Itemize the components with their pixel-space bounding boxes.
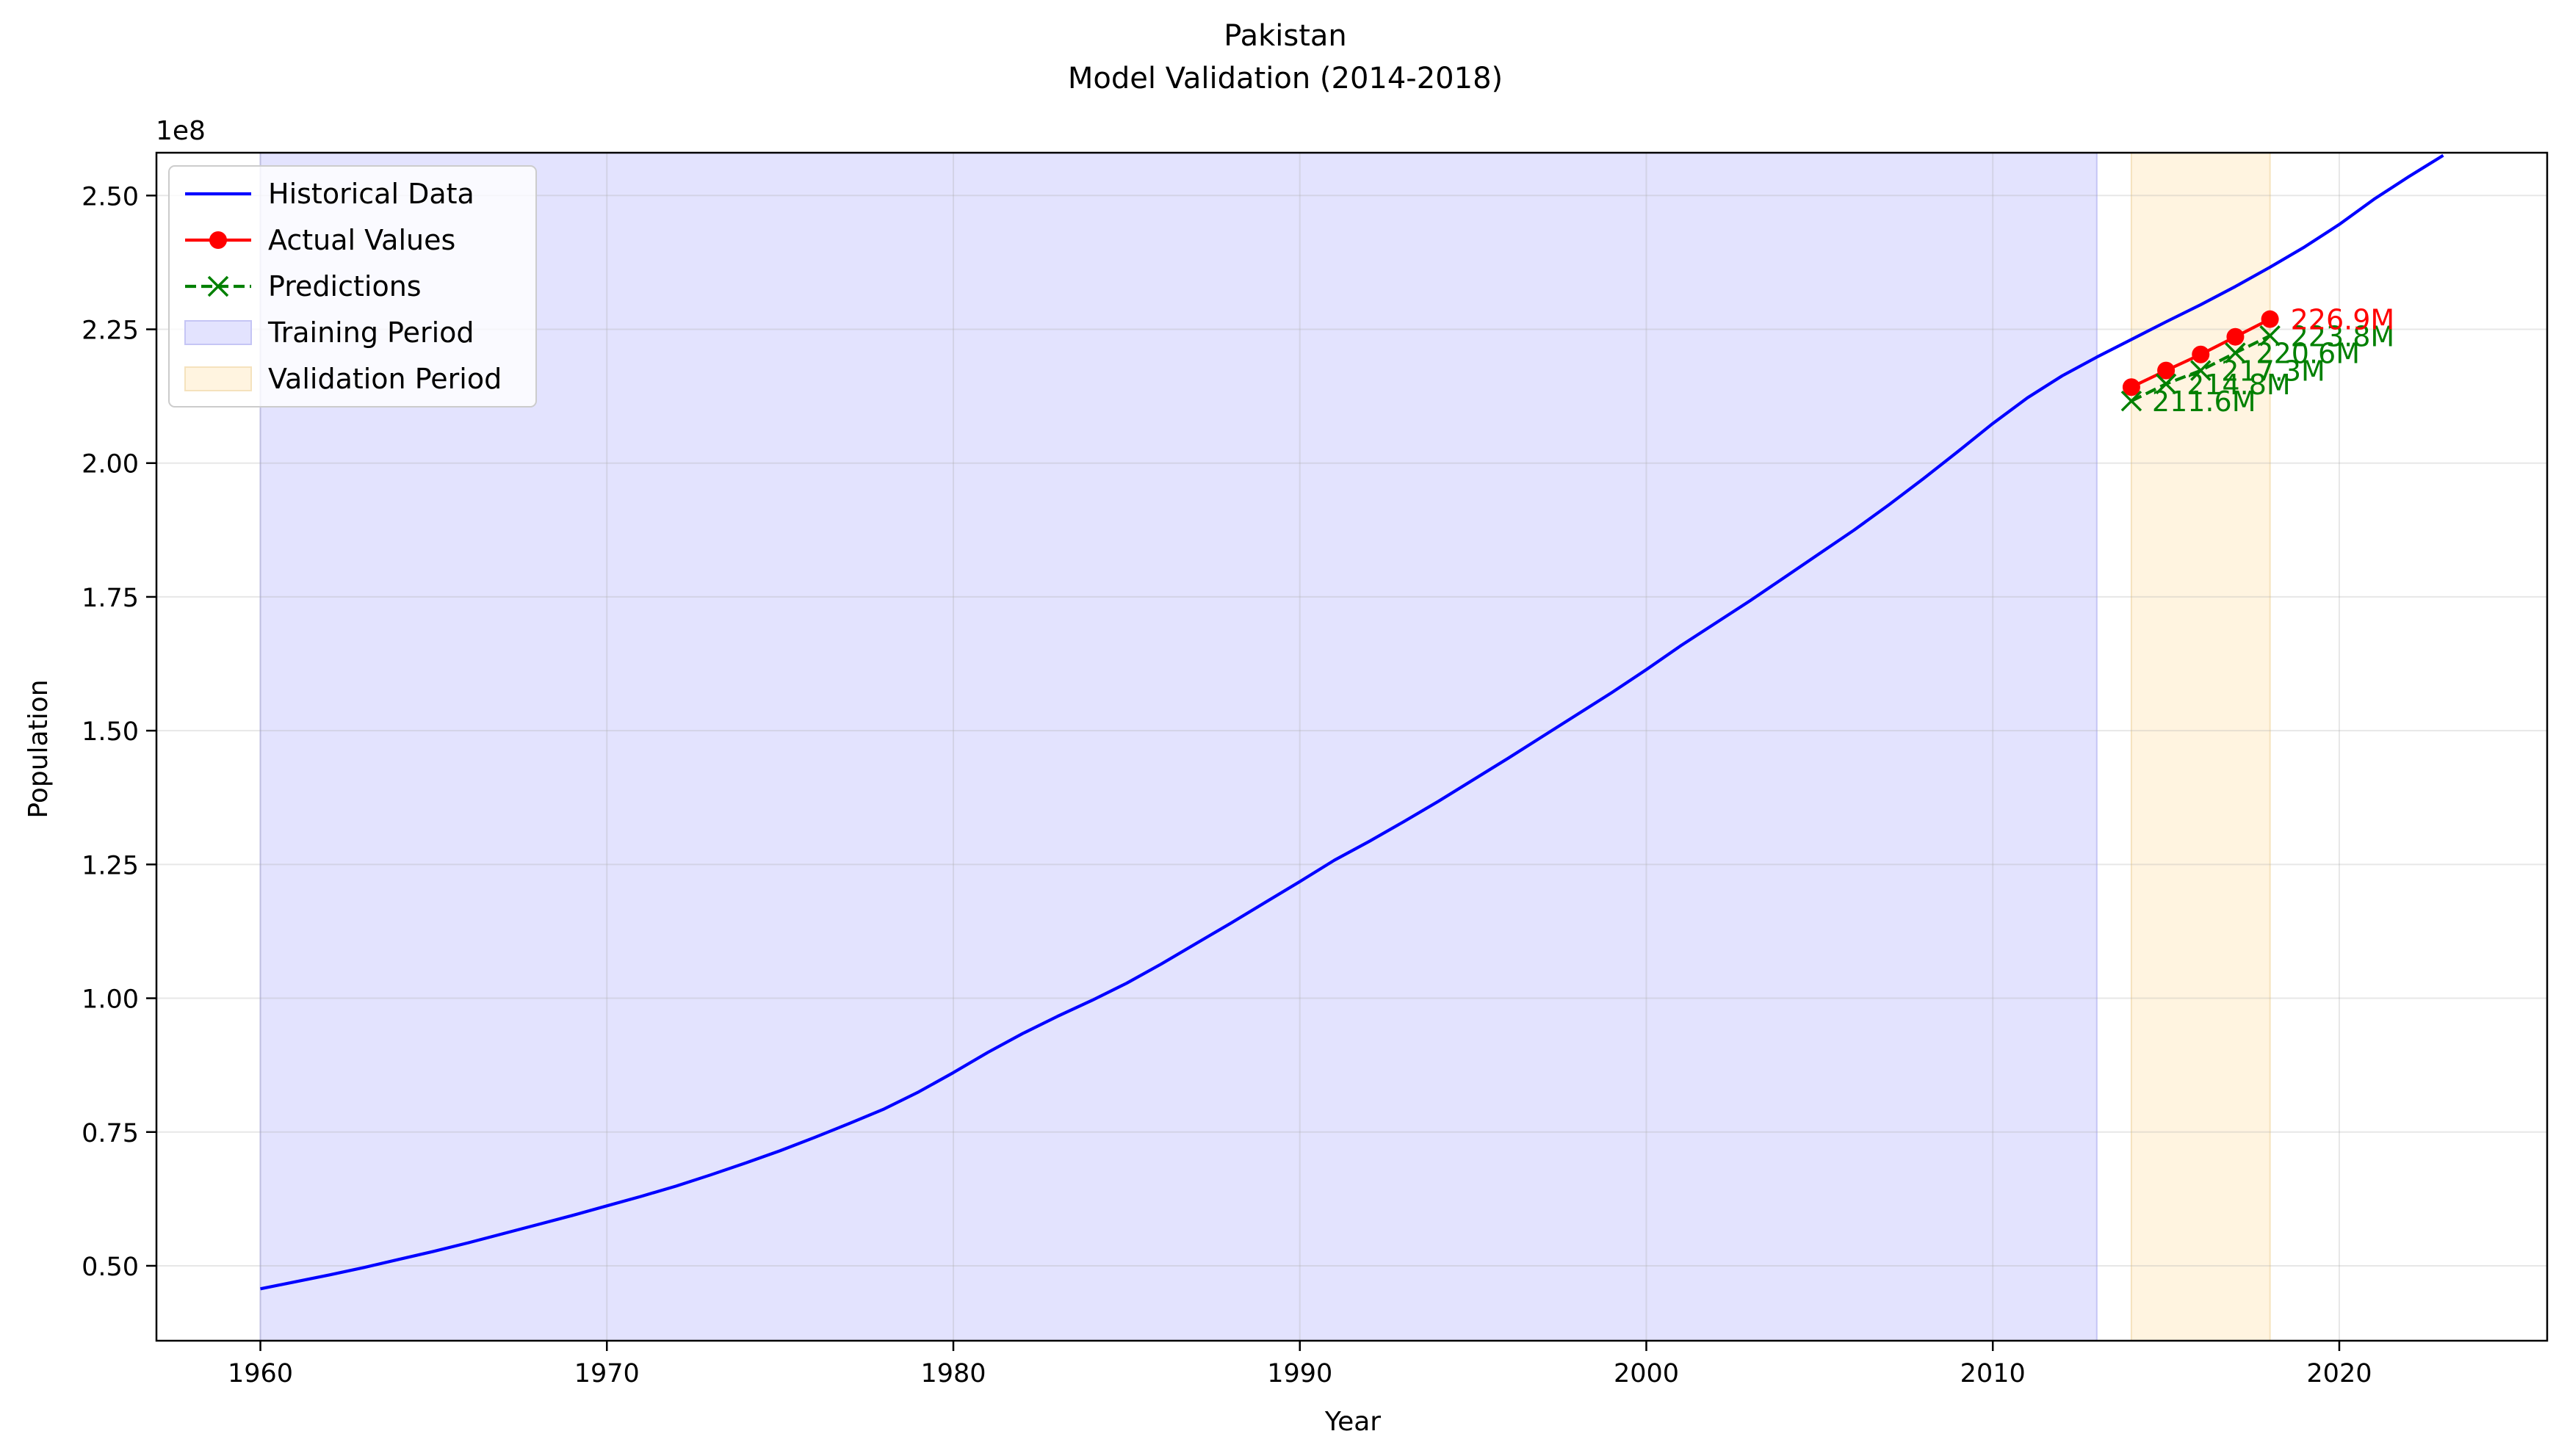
prediction-point — [2190, 360, 2212, 381]
y-tick-label: 2.50 — [82, 182, 139, 211]
y-tick-label: 1.25 — [82, 851, 139, 880]
grid-lines — [156, 153, 2547, 1341]
y-tick-label: 1.50 — [82, 717, 139, 747]
axes — [155, 151, 2549, 1342]
legend: Historical Data Actual Values Predictions T… — [168, 165, 537, 408]
series-layer — [260, 153, 2444, 1291]
y-tick-label: 0.75 — [82, 1119, 139, 1148]
legend-handle-training — [184, 320, 252, 345]
prediction-annotation: 214.8M — [2187, 369, 2291, 401]
x-marker-stroke — [2259, 325, 2281, 347]
actual-value-point — [2157, 361, 2176, 380]
x-marker-stroke — [207, 275, 229, 297]
x-tick-label: 1990 — [1267, 1359, 1332, 1388]
actual-annotation: 226.9M — [2291, 304, 2395, 336]
chart-subtitle: Model Validation (2014-2018) — [1068, 62, 1503, 95]
y-axis-label: Population — [24, 679, 54, 818]
x-tick-label: 2000 — [1614, 1359, 1679, 1388]
axes-frame — [155, 151, 2549, 1342]
x-tick-label: 2010 — [1960, 1359, 2026, 1388]
prediction-point — [2225, 342, 2246, 363]
y-offset-label: 1e8 — [156, 116, 206, 146]
actual-value-point — [2192, 345, 2210, 363]
x-tick-label: 1960 — [228, 1359, 293, 1388]
prediction-annotation: 211.6M — [2152, 385, 2256, 418]
x-axis-label: Year — [1324, 1407, 1381, 1437]
y-tick-label: 1.75 — [82, 584, 139, 613]
legend-label-validation: Validation Period — [268, 363, 502, 395]
prediction-annotation: 217.3M — [2221, 355, 2325, 388]
actual-value-point — [2122, 378, 2140, 396]
x-tick-label: 2020 — [2306, 1359, 2372, 1388]
legend-handle-actual-marker — [209, 231, 227, 249]
legend-label-predictions: Predictions — [268, 270, 422, 303]
prediction-point — [2155, 373, 2177, 395]
prediction-annotation: 223.8M — [2291, 320, 2395, 352]
chart-title: Pakistan — [1224, 19, 1347, 53]
series-predictions — [2130, 334, 2271, 403]
x-marker-stroke — [2225, 342, 2246, 363]
y-tick-label: 0.50 — [82, 1253, 139, 1282]
legend-label-training: Training Period — [267, 316, 474, 349]
legend-box — [168, 165, 537, 408]
prediction-annotation: 220.6M — [2256, 338, 2360, 370]
legend-label-actual: Actual Values — [268, 224, 455, 256]
prediction-point — [2259, 325, 2281, 347]
series-historical-data — [260, 153, 2444, 1291]
x-marker-stroke — [2190, 360, 2212, 381]
y-tick-label: 2.25 — [82, 316, 139, 346]
shaded-regions — [259, 152, 2271, 1341]
actual-value-point — [2261, 310, 2279, 328]
actual-value-point — [2226, 327, 2245, 346]
x-marker-stroke — [2120, 390, 2142, 412]
y-tick-label: 1.00 — [82, 985, 139, 1015]
x-marker-stroke — [2155, 373, 2177, 395]
x-tick-label: 1970 — [574, 1359, 640, 1388]
legend-label-historical: Historical Data — [268, 178, 474, 210]
y-tick-label: 2.00 — [82, 450, 139, 479]
legend-handle-validation — [184, 366, 252, 391]
ticks: 1960 1970 1980 1990 2000 2010 2020 0.50 0.75 1.00… — [82, 182, 2372, 1388]
prediction-point — [2120, 390, 2142, 412]
legend-handle-predictions-marker — [207, 275, 229, 297]
x-tick-label: 1980 — [920, 1359, 986, 1388]
training-period-region — [259, 152, 2098, 1341]
